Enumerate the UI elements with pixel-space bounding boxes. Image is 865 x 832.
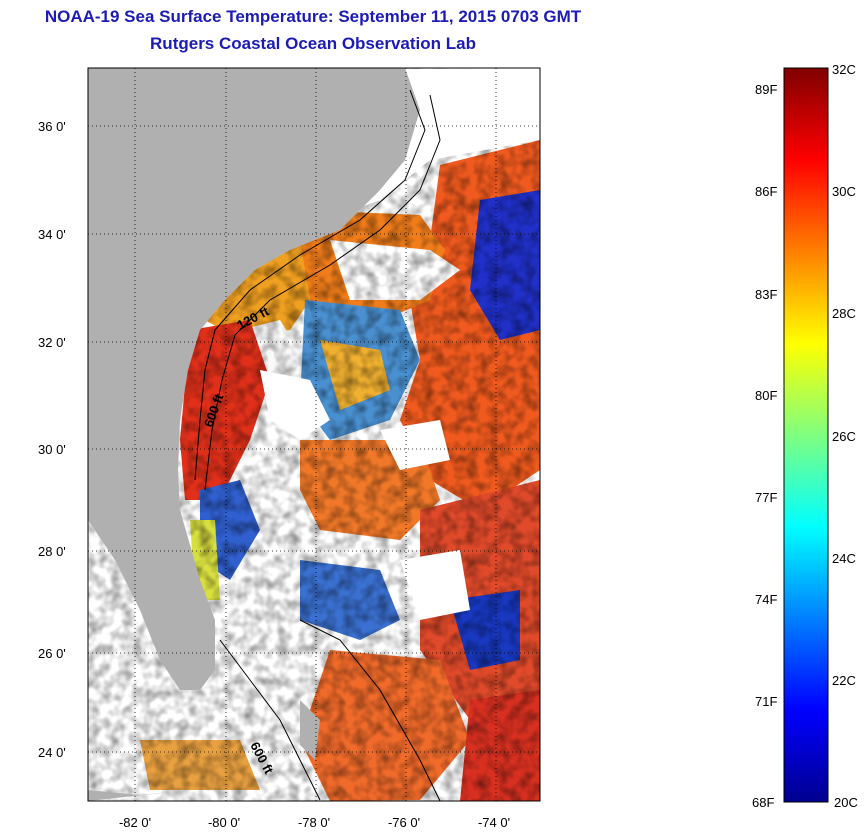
colorbar-c-label: 20C xyxy=(834,795,858,810)
lon-tick-label: -80 0' xyxy=(208,815,240,830)
colorbar-c-label: 30C xyxy=(832,184,856,199)
lat-tick-label: 28 0' xyxy=(38,544,66,559)
lat-tick-label: 24 0' xyxy=(38,745,66,760)
map-panel: 120 ft 600 ft 600 ft xyxy=(87,67,541,802)
lat-tick-label: 26 0' xyxy=(38,646,66,661)
colorbar-c-label: 28C xyxy=(832,306,856,321)
lat-tick-label: 30 0' xyxy=(38,442,66,457)
colorbar-c-label: 26C xyxy=(832,429,856,444)
sst-field xyxy=(88,68,540,801)
lat-tick-label: 36 0' xyxy=(38,119,66,134)
lon-tick-label: -74 0' xyxy=(478,815,510,830)
lon-tick-label: -82 0' xyxy=(119,815,151,830)
colorbar-f-label: 71F xyxy=(755,694,777,709)
graticule xyxy=(88,68,540,801)
colorbar-f-label: 86F xyxy=(755,184,777,199)
colorbar-gradient xyxy=(783,67,829,803)
lat-tick-label: 32 0' xyxy=(38,335,66,350)
land-mass xyxy=(88,68,420,690)
colorbar-f-label: 74F xyxy=(755,592,777,607)
lon-tick-label: -76 0' xyxy=(388,815,420,830)
lat-tick-label: 34 0' xyxy=(38,227,66,242)
colorbar-c-label: 32C xyxy=(832,62,856,77)
colorbar-f-label: 68F xyxy=(752,795,774,810)
colorbar-c-label: 24C xyxy=(832,551,856,566)
colorbar-c-label: 22C xyxy=(832,673,856,688)
colorbar-f-label: 80F xyxy=(755,388,777,403)
longitude-axis: -82 0' -80 0' -78 0' -76 0' -74 0' xyxy=(119,815,510,830)
colorbar-f-label: 89F xyxy=(755,82,777,97)
lon-tick-label: -78 0' xyxy=(298,815,330,830)
colorbar: 89F 86F 83F 80F 77F 74F 71F 68F 32C 30C … xyxy=(752,62,858,810)
page-title: NOAA-19 Sea Surface Temperature: Septemb… xyxy=(44,7,582,26)
colorbar-f-label: 83F xyxy=(755,287,777,302)
colorbar-f-label: 77F xyxy=(755,490,777,505)
map-frame xyxy=(87,67,541,802)
latitude-axis: 36 0' 34 0' 32 0' 30 0' 28 0' 26 0' 24 0… xyxy=(38,119,66,760)
page-subtitle: Rutgers Coastal Ocean Observation Lab xyxy=(150,34,476,53)
